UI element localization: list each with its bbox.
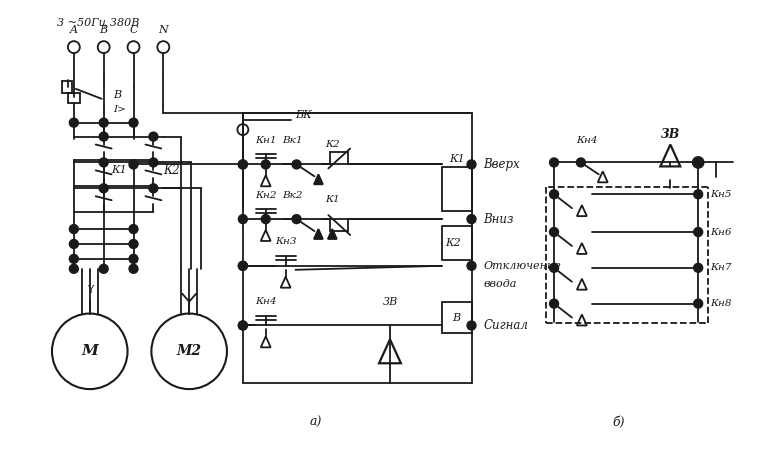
Text: N: N — [159, 25, 168, 35]
Bar — [62, 81, 71, 93]
Text: К1: К1 — [325, 195, 340, 204]
Text: К1: К1 — [449, 155, 465, 164]
Bar — [441, 226, 472, 260]
Circle shape — [129, 239, 138, 248]
Text: К2: К2 — [444, 238, 461, 248]
Text: ввода: ввода — [483, 279, 517, 289]
Circle shape — [99, 132, 108, 141]
Circle shape — [149, 158, 158, 167]
Circle shape — [467, 261, 476, 270]
Text: Сигнал: Сигнал — [483, 319, 528, 332]
Circle shape — [549, 299, 559, 308]
Circle shape — [292, 215, 301, 224]
Text: б): б) — [612, 416, 625, 429]
Text: Кн1: Кн1 — [255, 136, 277, 145]
Circle shape — [549, 190, 559, 199]
Text: а): а) — [309, 416, 322, 429]
Circle shape — [239, 321, 247, 330]
Circle shape — [694, 190, 702, 199]
Text: B: B — [99, 25, 108, 35]
Circle shape — [149, 184, 158, 193]
Circle shape — [292, 160, 301, 169]
Circle shape — [99, 118, 108, 127]
Circle shape — [261, 215, 270, 224]
Text: Y: Y — [87, 285, 93, 295]
Text: Кн4: Кн4 — [576, 136, 598, 145]
Text: Вк2: Вк2 — [282, 191, 303, 200]
Polygon shape — [314, 174, 323, 184]
Text: 3В: 3В — [660, 128, 680, 141]
Bar — [441, 301, 472, 333]
Text: БК: БК — [295, 109, 312, 120]
Circle shape — [99, 158, 108, 167]
Text: К1: К1 — [112, 165, 127, 175]
Circle shape — [69, 264, 78, 273]
Text: C: C — [129, 25, 138, 35]
Text: В: В — [452, 312, 461, 322]
Text: Вк1: Вк1 — [282, 136, 303, 145]
Text: К2: К2 — [163, 164, 180, 177]
Text: Кн8: Кн8 — [710, 299, 732, 308]
Circle shape — [239, 160, 247, 169]
Polygon shape — [314, 229, 323, 239]
Circle shape — [239, 160, 247, 169]
Circle shape — [467, 321, 476, 330]
Text: I>: I> — [113, 105, 127, 114]
Text: К2: К2 — [325, 140, 340, 149]
Circle shape — [69, 225, 78, 234]
Text: Кн6: Кн6 — [710, 228, 732, 237]
Circle shape — [99, 264, 108, 273]
Text: Вниз: Вниз — [483, 213, 514, 226]
Circle shape — [69, 118, 78, 127]
Circle shape — [239, 215, 247, 224]
Circle shape — [694, 228, 702, 237]
Text: Кн5: Кн5 — [710, 190, 732, 199]
Text: 3В: 3В — [382, 297, 398, 307]
Text: Кн2: Кн2 — [255, 191, 277, 200]
Text: М: М — [82, 344, 98, 358]
Text: В: В — [113, 90, 122, 100]
Circle shape — [261, 160, 270, 169]
Circle shape — [694, 158, 702, 167]
Circle shape — [69, 239, 78, 248]
Text: Кн3: Кн3 — [275, 237, 296, 246]
Circle shape — [239, 261, 247, 270]
Text: Вверх: Вверх — [483, 158, 520, 171]
Circle shape — [549, 228, 559, 237]
Bar — [441, 167, 472, 211]
Circle shape — [239, 321, 247, 330]
Circle shape — [694, 264, 702, 272]
Text: Кн4: Кн4 — [255, 297, 277, 306]
Circle shape — [467, 160, 476, 169]
Circle shape — [549, 158, 559, 167]
Circle shape — [467, 215, 476, 224]
Circle shape — [129, 160, 138, 169]
Circle shape — [577, 158, 585, 167]
Circle shape — [129, 255, 138, 264]
Circle shape — [549, 264, 559, 272]
Circle shape — [239, 261, 247, 270]
Text: 3 ~50Гц 380В: 3 ~50Гц 380В — [57, 18, 139, 28]
Text: Отключение: Отключение — [483, 261, 561, 271]
Circle shape — [129, 118, 138, 127]
Circle shape — [99, 184, 108, 193]
Circle shape — [694, 299, 702, 308]
Circle shape — [69, 255, 78, 264]
Text: Кн7: Кн7 — [710, 264, 732, 273]
Circle shape — [129, 225, 138, 234]
Text: A: A — [70, 25, 78, 35]
Circle shape — [149, 132, 158, 141]
Polygon shape — [328, 229, 336, 239]
Bar — [68, 93, 80, 103]
Circle shape — [129, 264, 138, 273]
Text: М2: М2 — [176, 344, 202, 358]
